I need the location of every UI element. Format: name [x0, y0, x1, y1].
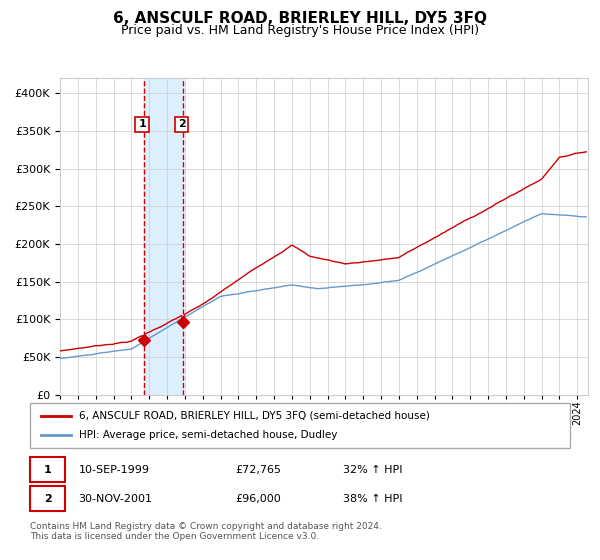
Text: 10-SEP-1999: 10-SEP-1999 [79, 465, 149, 475]
Text: 6, ANSCULF ROAD, BRIERLEY HILL, DY5 3FQ: 6, ANSCULF ROAD, BRIERLEY HILL, DY5 3FQ [113, 11, 487, 26]
Text: 32% ↑ HPI: 32% ↑ HPI [343, 465, 403, 475]
Text: £96,000: £96,000 [235, 493, 281, 503]
Text: HPI: Average price, semi-detached house, Dudley: HPI: Average price, semi-detached house,… [79, 431, 337, 441]
Text: 6, ANSCULF ROAD, BRIERLEY HILL, DY5 3FQ (semi-detached house): 6, ANSCULF ROAD, BRIERLEY HILL, DY5 3FQ … [79, 410, 430, 421]
Text: Contains HM Land Registry data © Crown copyright and database right 2024.
This d: Contains HM Land Registry data © Crown c… [30, 522, 382, 542]
Text: 2: 2 [178, 119, 185, 129]
FancyBboxPatch shape [30, 486, 65, 511]
Text: 2: 2 [44, 493, 52, 503]
FancyBboxPatch shape [30, 458, 65, 482]
Text: Price paid vs. HM Land Registry's House Price Index (HPI): Price paid vs. HM Land Registry's House … [121, 24, 479, 37]
Text: £72,765: £72,765 [235, 465, 281, 475]
Text: 1: 1 [138, 119, 146, 129]
Text: 1: 1 [44, 465, 52, 475]
Bar [144, 78, 183, 395]
Text: 38% ↑ HPI: 38% ↑ HPI [343, 493, 403, 503]
Text: 30-NOV-2001: 30-NOV-2001 [79, 493, 152, 503]
